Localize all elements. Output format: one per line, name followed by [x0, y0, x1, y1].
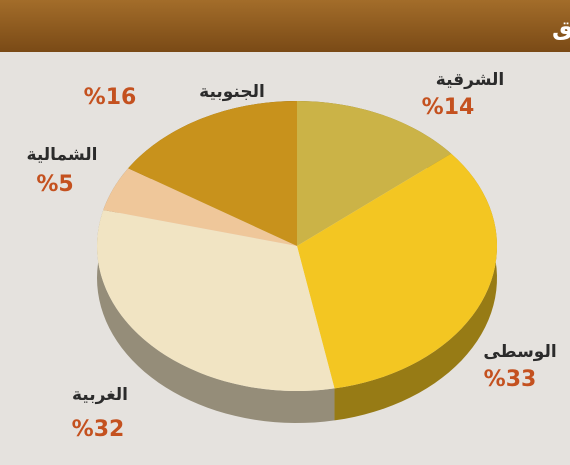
pie-slice: [128, 101, 297, 246]
pie-slice: [97, 209, 335, 391]
pie-slice: [297, 101, 452, 246]
pie-slice: [297, 153, 498, 389]
slice-name: الوسطى: [483, 342, 556, 362]
value-label: %33: [484, 367, 537, 392]
pie-slice: [103, 168, 297, 246]
slice-name: الشمالية: [27, 145, 98, 165]
slice-name: الشرقية: [436, 70, 504, 90]
slice-side: [97, 209, 335, 423]
value-label: %16: [84, 85, 137, 110]
slice-name: الجنوبية: [199, 82, 265, 102]
value-label: %5: [36, 172, 73, 197]
value-label: %14: [422, 95, 475, 120]
value-label: %32: [72, 417, 125, 442]
chart-title: توزيع استهلاك الاسمنت على المناطق: [552, 12, 570, 40]
slice-name: الغربية: [72, 385, 128, 405]
title-bar: [0, 0, 570, 52]
slice-side: [334, 153, 497, 421]
